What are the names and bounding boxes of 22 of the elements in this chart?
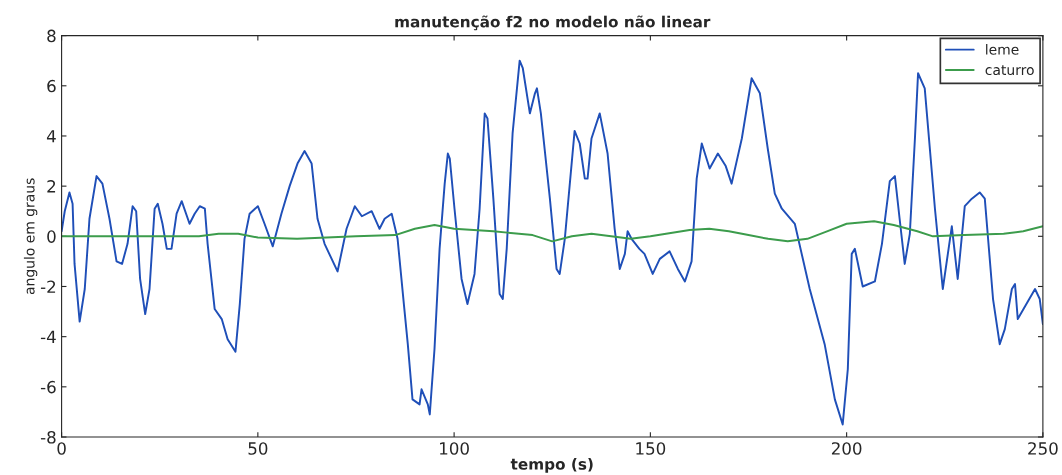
y-axis-title: angulo em graus (23, 178, 38, 295)
y-tick-label: -6 (40, 380, 56, 394)
y-tick-label: 2 (47, 180, 56, 193)
y-tick-label: -8 (40, 430, 56, 444)
x-tick-label: 0 (57, 442, 66, 455)
line-series (61, 59, 1043, 426)
x-tick-label: 150 (636, 442, 666, 455)
x-tick-label: 200 (831, 442, 862, 455)
y-tick-label: 8 (47, 29, 56, 43)
y-tick-label: 0 (47, 230, 56, 243)
x-tick-label: 100 (440, 442, 469, 455)
line-series (61, 220, 1043, 243)
y-tick-label: -4 (40, 330, 56, 343)
x-tick-label: 50 (248, 442, 268, 455)
y-tick-label: -2 (40, 280, 56, 293)
legend-label: leme (986, 43, 1019, 55)
x-axis-title: tempo (s) (510, 458, 593, 473)
y-tick-label: 4 (46, 130, 56, 143)
x-tick-label: 250 (1028, 442, 1058, 455)
legend-label: caturro (985, 65, 1034, 76)
y-tick-label: 6 (47, 79, 56, 93)
chart-title: manutenção f2 no modelo não linear (395, 15, 711, 31)
